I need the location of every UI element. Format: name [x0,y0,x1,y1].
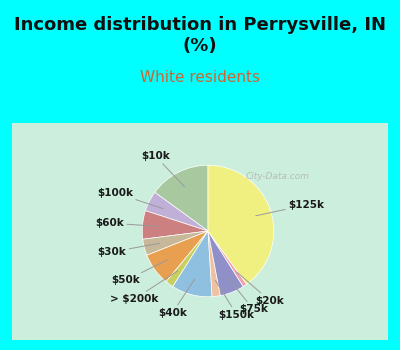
Text: $150k: $150k [215,280,254,320]
Wedge shape [208,231,247,287]
Text: $75k: $75k [227,277,268,314]
Text: $10k: $10k [141,151,184,187]
Text: Income distribution in Perrysville, IN
(%): Income distribution in Perrysville, IN (… [14,16,386,55]
Wedge shape [208,231,220,297]
Text: $60k: $60k [96,218,158,228]
Wedge shape [143,231,208,255]
Text: $40k: $40k [158,279,195,317]
Wedge shape [173,231,212,297]
Text: White residents: White residents [140,70,260,85]
Wedge shape [155,165,208,231]
Wedge shape [166,231,208,287]
Wedge shape [208,165,274,284]
Text: $125k: $125k [256,200,324,216]
Text: $100k: $100k [97,188,163,209]
Wedge shape [208,231,243,296]
Text: $50k: $50k [111,260,167,286]
Wedge shape [146,193,208,231]
Wedge shape [147,231,208,282]
Text: $20k: $20k [237,272,284,306]
Text: > $200k: > $200k [110,271,178,304]
Text: City-Data.com: City-Data.com [246,172,310,181]
Text: $30k: $30k [98,243,160,257]
Wedge shape [142,211,208,239]
